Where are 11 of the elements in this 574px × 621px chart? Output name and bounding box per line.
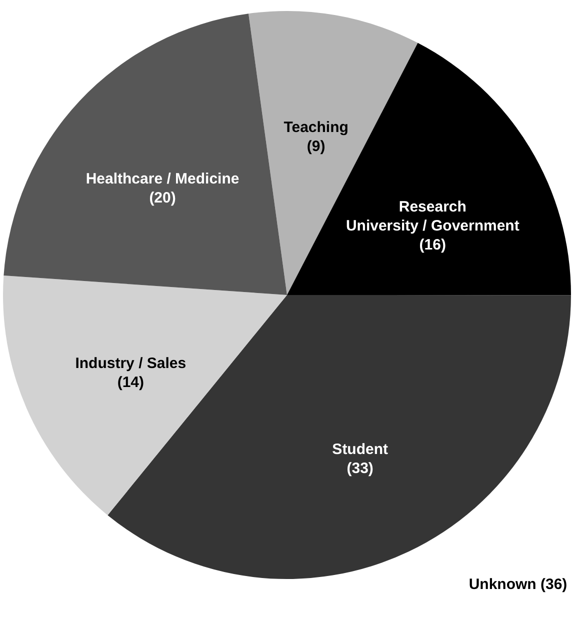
text: Unknown (36) [468, 576, 568, 593]
slice-label: Healthcare / Medicine [86, 170, 240, 188]
data-label: (16) [419, 236, 446, 254]
data-label: (20) [149, 190, 176, 207]
slice-label: Industry / Sales [75, 354, 186, 372]
data-label: (14) [117, 374, 144, 391]
slice-label: Student [332, 440, 388, 458]
slice-label: Research University / Government [346, 198, 520, 235]
slice-label: Teaching [284, 119, 348, 136]
data-label: (33) [346, 460, 374, 477]
data-label: (9) [306, 138, 326, 156]
